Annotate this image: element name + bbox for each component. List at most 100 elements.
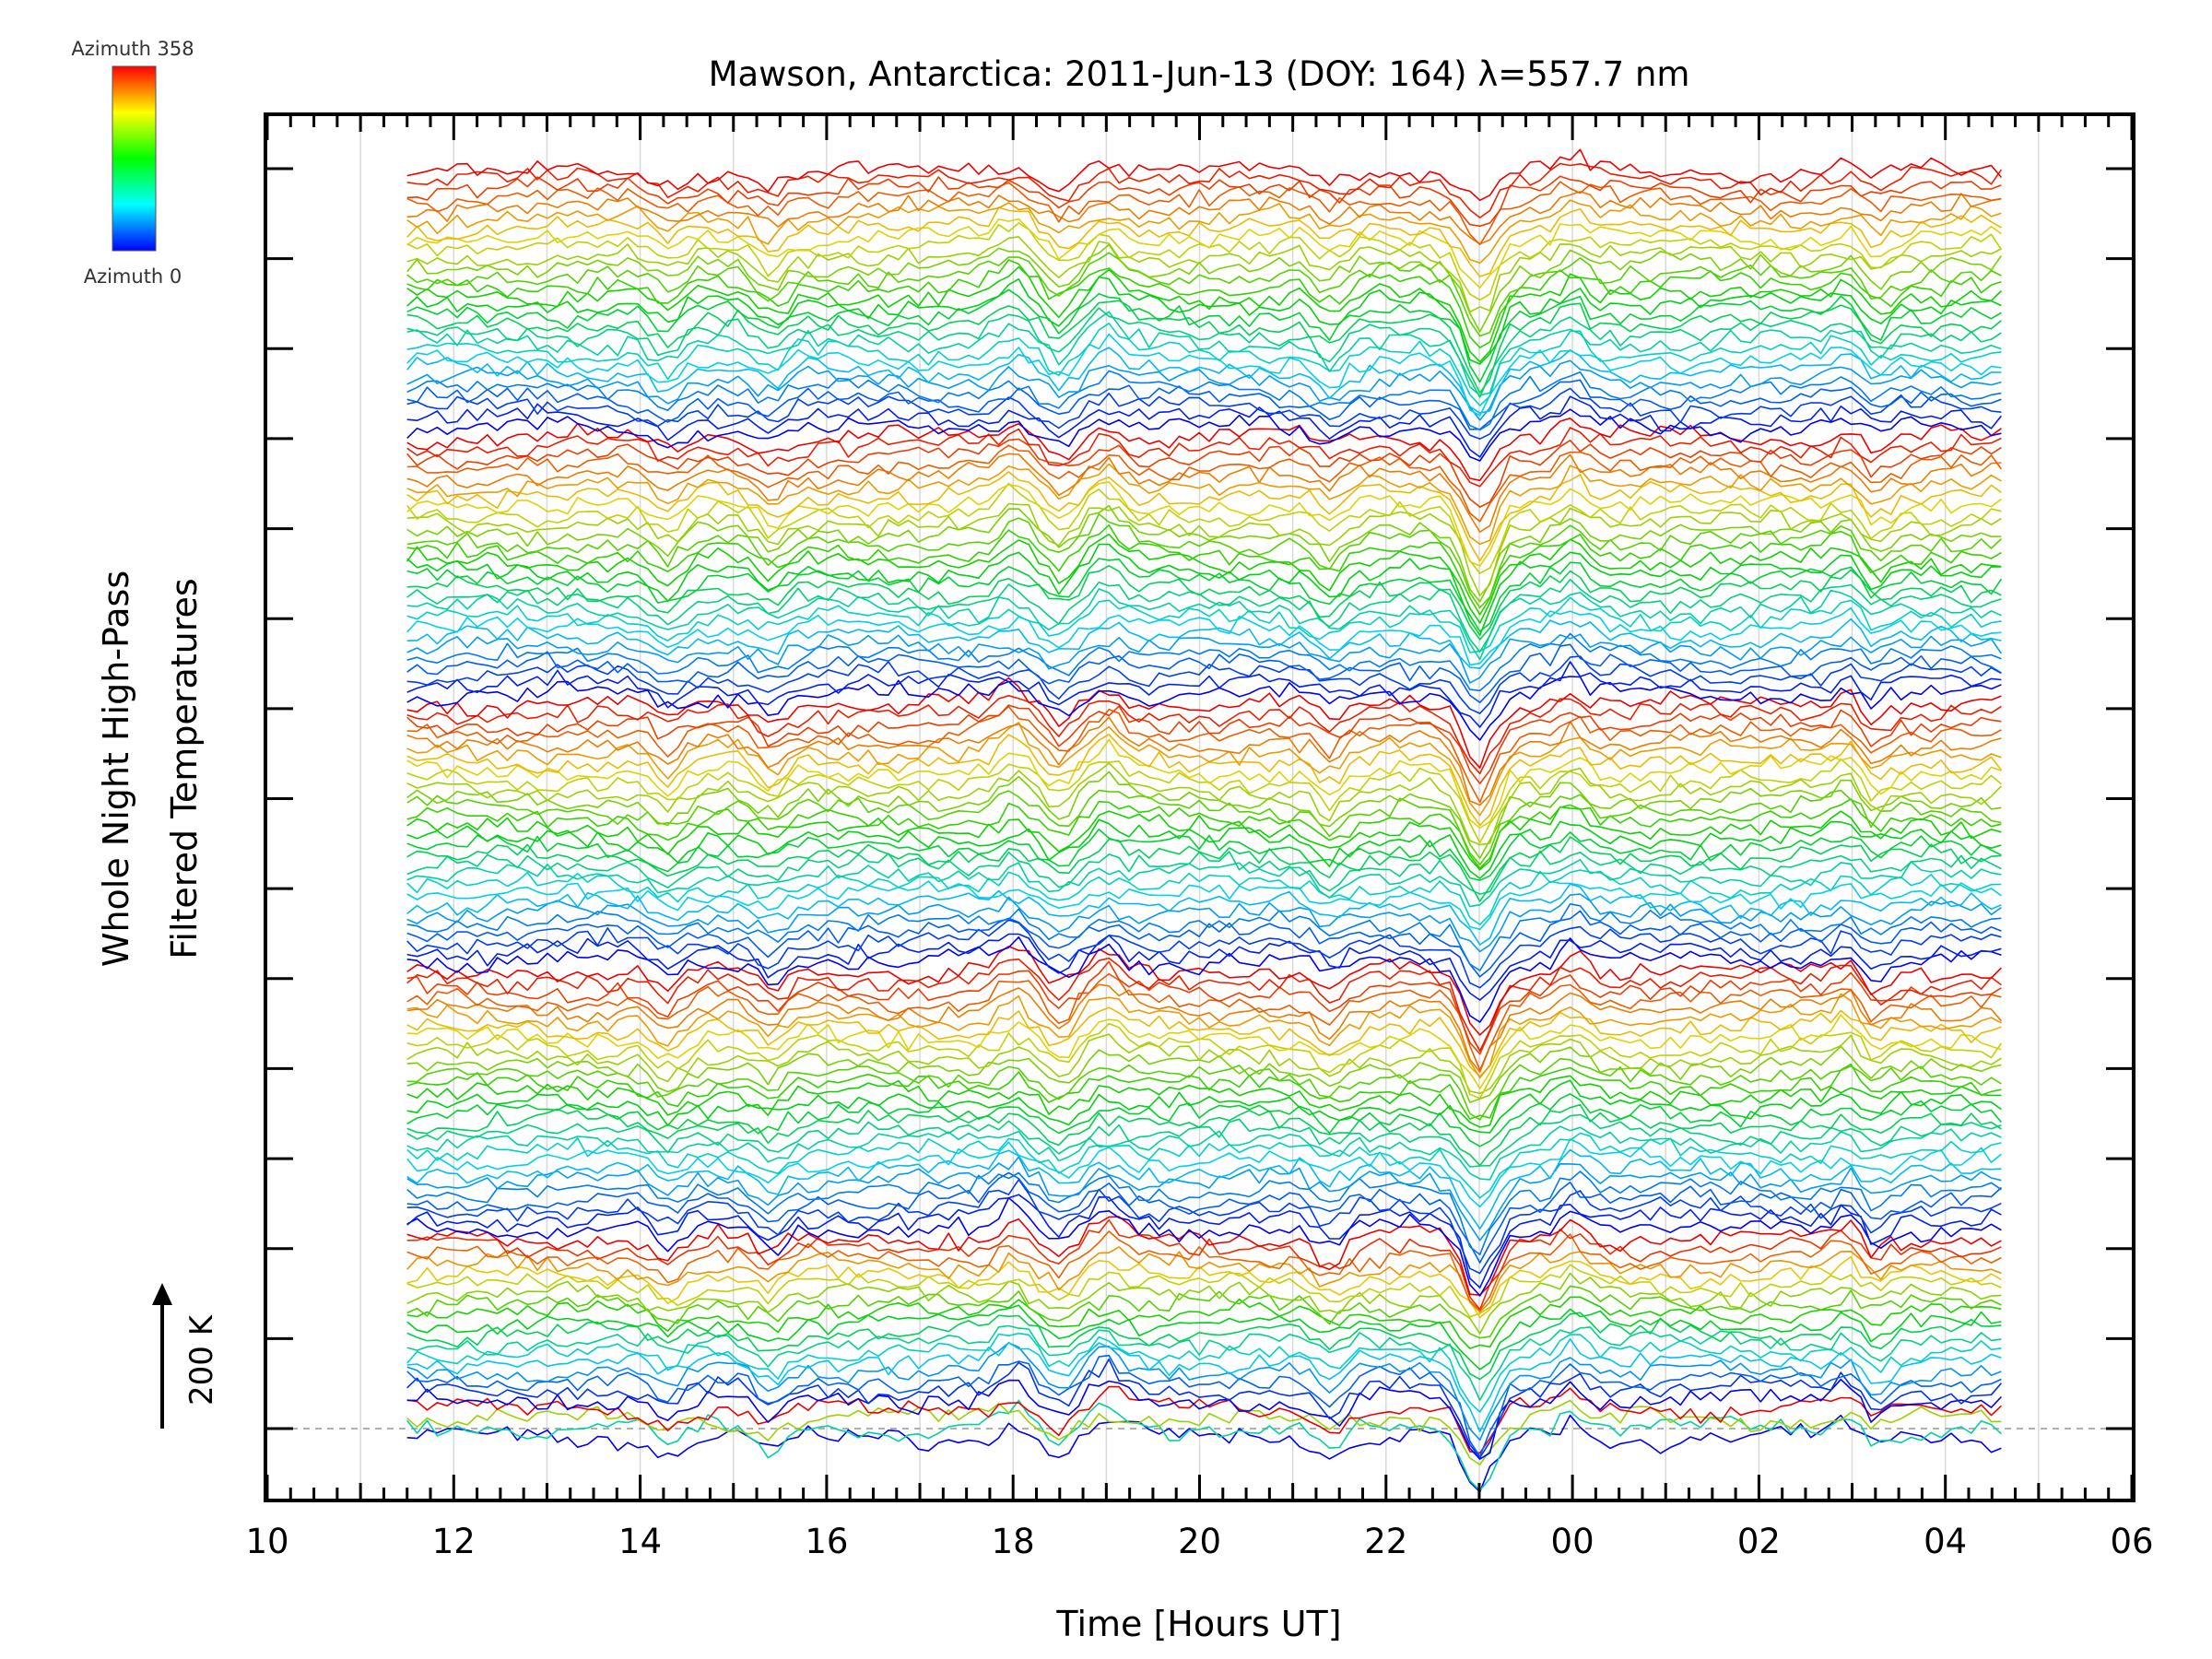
series-line — [406, 1093, 2003, 1147]
series-line — [406, 818, 2002, 879]
series-line — [406, 1218, 2002, 1311]
series-line — [406, 695, 2002, 775]
series-line — [406, 1312, 2002, 1381]
series-line — [406, 972, 2002, 1071]
series-line — [406, 596, 2002, 653]
series-line — [406, 1378, 2002, 1460]
series-line — [406, 722, 2002, 817]
x-tick-label: 06 — [2110, 1522, 2153, 1561]
series-line — [406, 919, 2002, 989]
colorbar-top-label: Azimuth 358 — [71, 38, 194, 60]
series-line — [406, 533, 2002, 624]
series-line — [406, 1246, 2002, 1313]
series-line — [406, 512, 2002, 609]
series-line — [406, 1354, 2002, 1457]
y-axis-label-line1: Whole Night High-Pass — [96, 571, 136, 967]
series-line — [406, 1006, 2002, 1077]
series-line — [406, 1194, 2002, 1288]
series-line — [406, 408, 2002, 462]
series-line — [406, 806, 2002, 871]
axis-ticks — [265, 116, 2134, 1499]
series-line — [406, 957, 2002, 1052]
series-line — [406, 705, 2002, 804]
series-line — [406, 504, 2002, 603]
x-tick-label: 14 — [618, 1522, 662, 1561]
series-line — [406, 471, 2002, 562]
series-line — [406, 771, 2002, 859]
series-line — [406, 946, 2002, 1036]
series-line — [406, 1230, 2002, 1312]
series-line — [406, 199, 2002, 265]
y-axis-label-line2: Filtered Temperatures — [164, 578, 205, 959]
x-axis-label: Time [Hours UT] — [1055, 1604, 1341, 1644]
series-line — [406, 1399, 2002, 1491]
series-line — [406, 418, 2002, 482]
series-line — [406, 453, 2002, 533]
series-line — [406, 798, 2002, 869]
series-line — [406, 444, 2003, 523]
series-line — [406, 704, 2002, 784]
series-line — [406, 1385, 2002, 1454]
series-line — [406, 1332, 2002, 1413]
series-line — [406, 259, 2002, 348]
x-tick-labels: 10 12 14 16 18 20 22 00 02 04 06 — [245, 1522, 2153, 1561]
series-line — [406, 993, 2002, 1079]
x-tick-label: 18 — [992, 1522, 1035, 1561]
x-tick-label: 22 — [1364, 1522, 1407, 1561]
series-line — [406, 1264, 2002, 1318]
series-line — [406, 1171, 2002, 1255]
series-line — [406, 387, 2002, 440]
series-line — [406, 1358, 2003, 1459]
series-line — [406, 218, 2002, 288]
colorbar-bottom-label: Azimuth 0 — [84, 265, 182, 288]
series-line — [406, 676, 2002, 741]
series-line — [406, 359, 2002, 421]
series-line — [406, 543, 2002, 636]
series-line — [406, 960, 2002, 1055]
series-line — [406, 1138, 2002, 1208]
series-line — [406, 1196, 2002, 1297]
scale-bar: 200 K — [152, 1283, 220, 1429]
series-line — [406, 734, 2003, 827]
series-line — [406, 1324, 2002, 1401]
series-line — [406, 206, 2002, 277]
series-line — [406, 1063, 2002, 1120]
series-line — [406, 236, 2002, 313]
series-line — [406, 265, 2002, 363]
series-line — [406, 578, 2002, 653]
series-line — [406, 935, 2002, 1023]
series-line — [406, 307, 2002, 398]
series-line — [406, 618, 2002, 669]
series-line — [406, 252, 2002, 337]
series-line — [406, 502, 2002, 596]
series-line — [406, 1103, 2002, 1167]
series-line — [406, 347, 2002, 414]
series-line — [406, 1014, 2002, 1089]
series-line — [406, 859, 2002, 908]
series-line — [406, 481, 2002, 567]
series-line — [406, 1045, 2002, 1103]
series-line — [406, 910, 2002, 978]
series-line — [406, 524, 2002, 616]
series-line — [406, 1033, 2002, 1095]
x-tick-label: 12 — [432, 1522, 476, 1561]
series-line — [406, 738, 2002, 830]
series-line — [406, 893, 2002, 953]
series-line — [406, 1156, 2002, 1241]
series-line — [406, 836, 2002, 902]
series-line — [406, 333, 2002, 417]
series-line — [406, 1216, 2002, 1296]
series-line — [406, 463, 2002, 546]
series-line — [406, 880, 2002, 931]
series-line — [406, 850, 2002, 895]
series-line — [406, 632, 2002, 692]
series-line — [406, 1022, 2003, 1100]
series-line — [406, 438, 2002, 508]
series-line — [406, 1113, 2002, 1168]
series-line — [406, 1342, 2002, 1441]
series-line — [406, 1179, 2002, 1275]
series-line — [406, 633, 2003, 684]
series-line — [406, 1285, 2002, 1339]
x-tick-label: 02 — [1737, 1522, 1781, 1561]
